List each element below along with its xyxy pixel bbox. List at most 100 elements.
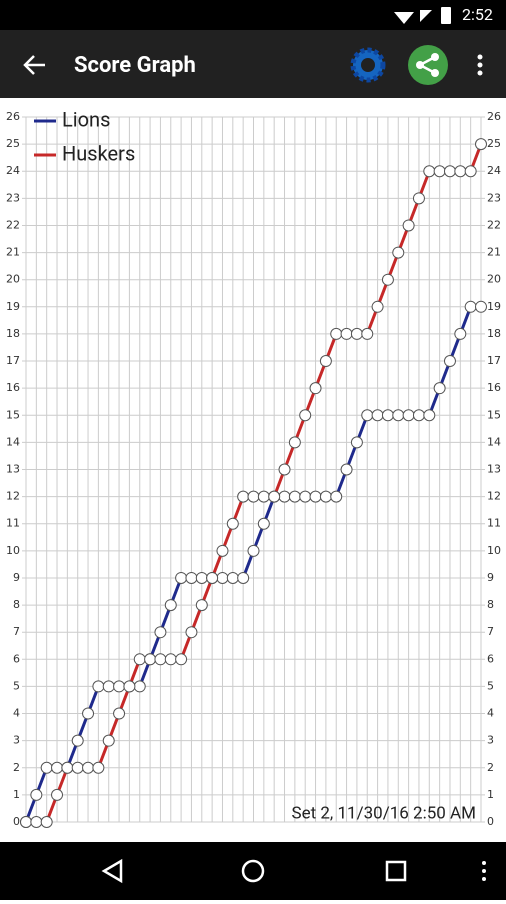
y-tick-label-right: 11 xyxy=(487,517,501,530)
battery-icon xyxy=(441,7,451,24)
y-tick-label-right: 13 xyxy=(487,463,501,476)
data-point xyxy=(464,165,477,178)
y-tick-label-right: 22 xyxy=(487,218,501,231)
data-point xyxy=(237,571,250,584)
y-tick-label-right: 6 xyxy=(487,652,494,665)
data-point xyxy=(216,571,229,584)
y-tick-label: 5 xyxy=(13,679,20,692)
data-point xyxy=(475,300,487,313)
data-point xyxy=(443,355,456,368)
data-point xyxy=(51,761,64,774)
app-title: Score Graph xyxy=(74,53,196,78)
nav-bar xyxy=(0,842,506,900)
data-point xyxy=(350,327,363,340)
nav-menu[interactable] xyxy=(482,861,486,881)
data-point xyxy=(216,544,229,557)
data-point xyxy=(340,463,353,476)
data-point xyxy=(371,300,384,313)
data-point xyxy=(423,409,436,422)
legend-label: Huskers xyxy=(62,141,135,165)
y-tick-label: 20 xyxy=(6,273,20,286)
y-tick-label: 24 xyxy=(6,164,20,177)
data-point xyxy=(133,680,146,693)
data-point xyxy=(330,490,343,503)
nav-recents[interactable] xyxy=(385,860,407,882)
data-point xyxy=(30,816,43,828)
y-tick-label: 21 xyxy=(6,246,20,259)
y-tick-label: 22 xyxy=(6,218,20,231)
share-button[interactable] xyxy=(408,45,448,85)
data-point xyxy=(371,409,384,422)
y-tick-label-right: 14 xyxy=(487,435,501,448)
data-point xyxy=(71,761,84,774)
data-point xyxy=(412,192,425,205)
data-point xyxy=(113,680,126,693)
settings-button[interactable] xyxy=(350,47,386,83)
y-tick-label-right: 0 xyxy=(487,815,494,828)
status-time: 2:52 xyxy=(462,5,493,24)
data-point xyxy=(381,273,394,286)
y-tick-label-right: 18 xyxy=(487,327,501,340)
status-bar xyxy=(0,0,506,30)
data-point xyxy=(268,490,281,503)
data-point xyxy=(257,490,270,503)
y-tick-label-right: 10 xyxy=(487,544,501,557)
data-point xyxy=(102,734,115,747)
y-tick-label-right: 17 xyxy=(487,354,501,367)
y-tick-label-right: 7 xyxy=(487,625,494,638)
data-point xyxy=(154,626,167,639)
data-point xyxy=(164,653,177,666)
y-tick-label: 0 xyxy=(13,815,20,828)
data-point xyxy=(175,653,188,666)
y-tick-label-right: 21 xyxy=(487,246,501,259)
y-tick-label-right: 23 xyxy=(487,191,501,204)
data-point xyxy=(361,327,374,340)
data-point xyxy=(30,788,43,801)
y-tick-label: 7 xyxy=(13,625,20,638)
data-point xyxy=(237,490,250,503)
y-tick-label: 17 xyxy=(6,354,20,367)
y-tick-label: 2 xyxy=(13,761,20,774)
data-point xyxy=(40,761,53,774)
y-tick-label-right: 4 xyxy=(487,707,494,720)
back-button[interactable] xyxy=(23,55,45,75)
data-point xyxy=(278,490,291,503)
data-point xyxy=(288,490,301,503)
data-point xyxy=(361,409,374,422)
y-tick-label-right: 2 xyxy=(487,761,494,774)
y-tick-label-right: 20 xyxy=(487,273,501,286)
y-tick-label-right: 26 xyxy=(487,110,501,123)
data-point xyxy=(113,707,126,720)
y-tick-label-right: 16 xyxy=(487,381,501,394)
y-tick-label: 26 xyxy=(6,110,20,123)
nav-home[interactable] xyxy=(241,859,265,883)
data-point xyxy=(40,816,53,828)
data-point xyxy=(102,680,115,693)
data-point xyxy=(443,165,456,178)
y-tick-label: 6 xyxy=(13,652,20,665)
data-point xyxy=(195,599,208,612)
nav-back[interactable] xyxy=(101,858,123,884)
data-point xyxy=(299,409,312,422)
data-point xyxy=(82,707,95,720)
data-point xyxy=(20,816,32,828)
y-tick-label: 23 xyxy=(6,191,20,204)
y-tick-label: 9 xyxy=(13,571,20,584)
data-point xyxy=(392,246,405,259)
data-point xyxy=(278,463,291,476)
y-tick-label-right: 5 xyxy=(487,679,494,692)
overflow-menu[interactable] xyxy=(477,54,483,76)
annotation: Set 2, 11/30/16 2:50 AM xyxy=(291,803,476,823)
data-point xyxy=(206,571,219,584)
y-tick-label-right: 12 xyxy=(487,490,501,503)
data-point xyxy=(454,165,467,178)
data-point xyxy=(402,409,415,422)
y-tick-label-right: 9 xyxy=(487,571,494,584)
y-tick-label: 16 xyxy=(6,381,20,394)
data-point xyxy=(133,653,146,666)
data-point xyxy=(433,382,446,395)
data-point xyxy=(288,436,301,449)
y-tick-label-right: 24 xyxy=(487,164,501,177)
y-tick-label: 18 xyxy=(6,327,20,340)
